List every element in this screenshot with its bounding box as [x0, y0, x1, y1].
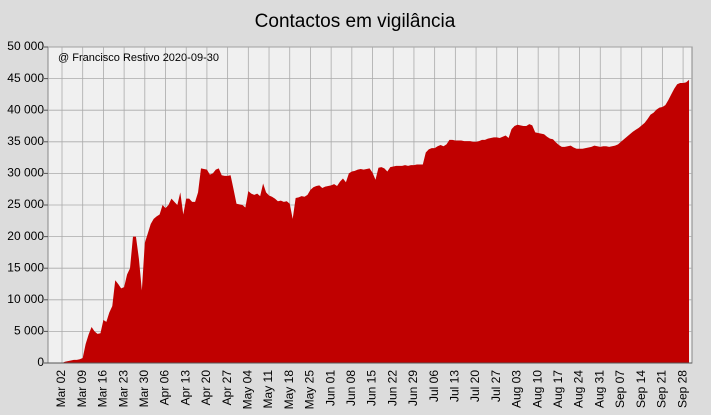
x-tick-label: May 25 [303, 370, 317, 410]
y-tick-label: 5 000 [14, 324, 44, 338]
x-tick-label: Jun 01 [323, 370, 337, 406]
y-tick-label: 0 [37, 355, 44, 369]
annotation: @ Francisco Restivo 2020-09-30 [58, 52, 219, 64]
x-tick-label: Sep 07 [613, 370, 627, 408]
x-tick-label: Mar 16 [96, 370, 110, 408]
x-tick-label: Jun 08 [344, 370, 358, 406]
y-tick-label: 45 000 [7, 71, 44, 85]
x-tick-label: Mar 23 [116, 370, 130, 408]
x-tick-label: Apr 06 [158, 370, 172, 406]
x-tick-label: May 11 [261, 370, 275, 409]
area [62, 79, 689, 364]
y-tick-label: 15 000 [7, 260, 44, 274]
x-tick-label: Sep 28 [675, 370, 689, 408]
x-tick-label: Aug 17 [551, 370, 565, 408]
x-tick-label: May 04 [240, 370, 254, 410]
x-tick-label: Jun 29 [406, 370, 420, 406]
y-tick-label: 35 000 [7, 134, 44, 148]
x-tick-label: Jun 15 [365, 370, 379, 406]
x-tick-label: Apr 20 [199, 370, 213, 406]
y-tick-label: 20 000 [7, 229, 44, 243]
x-tick-label: Jun 22 [385, 370, 399, 406]
x-tick-label: Aug 03 [510, 370, 524, 408]
x-tick-label: Apr 27 [220, 370, 234, 406]
x-tick-label: Sep 14 [634, 370, 648, 408]
y-tick-label: 25 000 [7, 197, 44, 211]
y-tick-label: 40 000 [7, 102, 44, 116]
x-tick-label: Jul 20 [468, 370, 482, 402]
x-tick-label: Aug 24 [572, 370, 586, 408]
x-tick-label: Mar 02 [54, 370, 68, 408]
x-tick-label: Jul 27 [489, 370, 503, 402]
x-tick-label: Sep 21 [655, 370, 669, 408]
x-tick-label: Jul 13 [448, 370, 462, 402]
y-tick-label: 30 000 [7, 166, 44, 180]
x-tick-label: Jul 06 [427, 370, 441, 402]
x-tick-label: May 18 [282, 370, 296, 410]
x-tick-label: Apr 13 [178, 370, 192, 406]
y-tick-label: 10 000 [7, 292, 44, 306]
x-tick-label: Mar 30 [137, 370, 151, 408]
y-tick-label: 50 000 [7, 39, 44, 53]
chart-title: Contactos em vigilância [255, 11, 456, 32]
x-tick-label: Mar 09 [75, 370, 89, 408]
x-tick-label: Aug 31 [592, 370, 606, 408]
x-tick-label: Aug 10 [530, 370, 544, 408]
